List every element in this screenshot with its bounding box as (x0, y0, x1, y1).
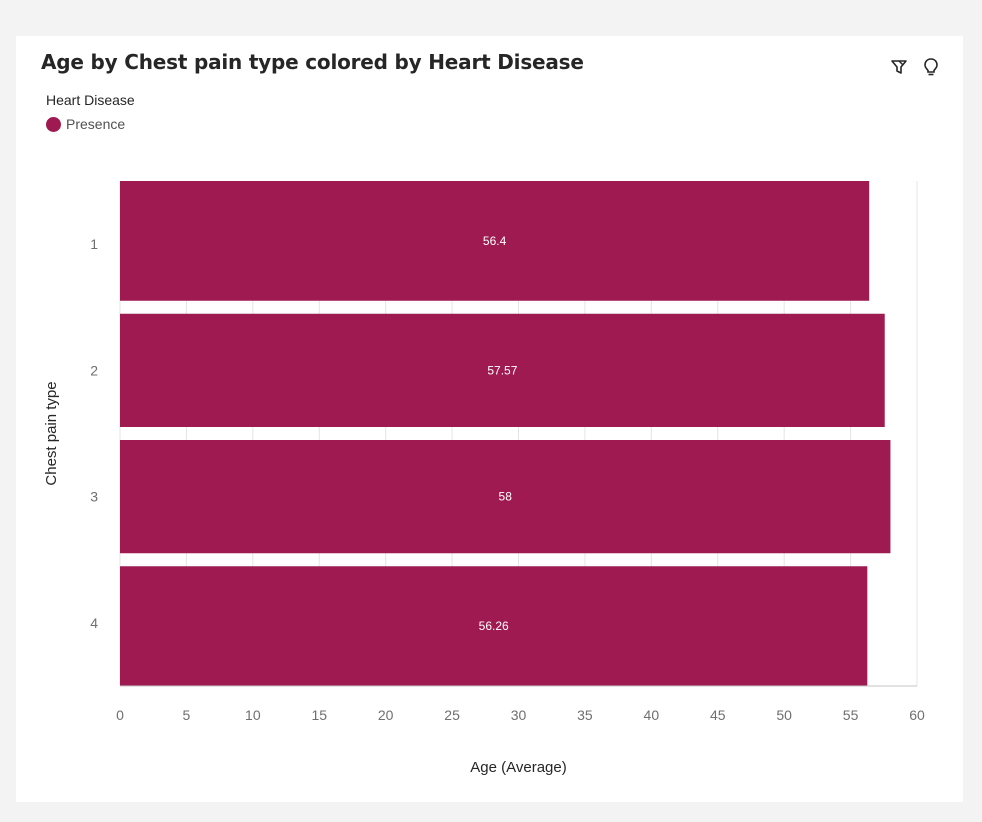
legend-item-presence[interactable]: Presence (46, 116, 125, 132)
bar-1[interactable] (120, 181, 870, 301)
bar-3[interactable] (120, 440, 891, 554)
y-axis-label: Chest pain type (43, 381, 60, 485)
filter-icon[interactable] (889, 56, 909, 78)
y-tick-label: 4 (90, 615, 98, 631)
x-tick-label: 50 (776, 707, 792, 723)
y-tick-label: 2 (90, 362, 98, 378)
x-tick-label: 40 (644, 707, 660, 723)
bars: 56.4 57.57 58 56.26 (120, 181, 891, 686)
bar-2[interactable] (120, 313, 885, 427)
legend-label: Presence (66, 116, 126, 132)
x-tick-label: 0 (116, 707, 124, 723)
data-label: 57.57 (487, 363, 517, 377)
x-axis-ticks: 0 5 10 15 20 25 30 35 40 45 50 55 60 (116, 707, 925, 723)
data-label: 56.26 (479, 619, 509, 633)
bar-4[interactable] (120, 566, 868, 686)
y-tick-label: 3 (90, 489, 98, 505)
data-label: 56.4 (483, 234, 507, 248)
lightbulb-icon[interactable] (921, 56, 941, 78)
x-tick-label: 45 (710, 707, 726, 723)
x-tick-label: 15 (311, 707, 327, 723)
chart-toolbar (889, 56, 941, 78)
x-tick-label: 60 (909, 707, 925, 723)
x-tick-label: 5 (183, 707, 191, 723)
x-axis-label: Age (Average) (470, 759, 566, 776)
legend-title: Heart Disease (46, 92, 135, 108)
chart-card: Age by Chest pain type colored by Heart … (16, 36, 963, 802)
x-tick-label: 10 (245, 707, 261, 723)
x-tick-label: 25 (444, 707, 460, 723)
bar-chart: 56.4 57.57 58 56.26 0 5 10 15 20 25 30 35 40 45 50 55 6… (43, 181, 925, 776)
data-label: 58 (499, 490, 513, 504)
y-axis-ticks: 1 2 3 4 (90, 236, 98, 631)
x-tick-label: 35 (577, 707, 593, 723)
x-tick-label: 30 (511, 707, 527, 723)
x-tick-label: 20 (378, 707, 394, 723)
y-tick-label: 1 (90, 236, 98, 252)
legend-swatch (46, 116, 61, 132)
chart-title: Age by Chest pain type colored by Heart … (41, 50, 584, 74)
x-tick-label: 55 (843, 707, 859, 723)
